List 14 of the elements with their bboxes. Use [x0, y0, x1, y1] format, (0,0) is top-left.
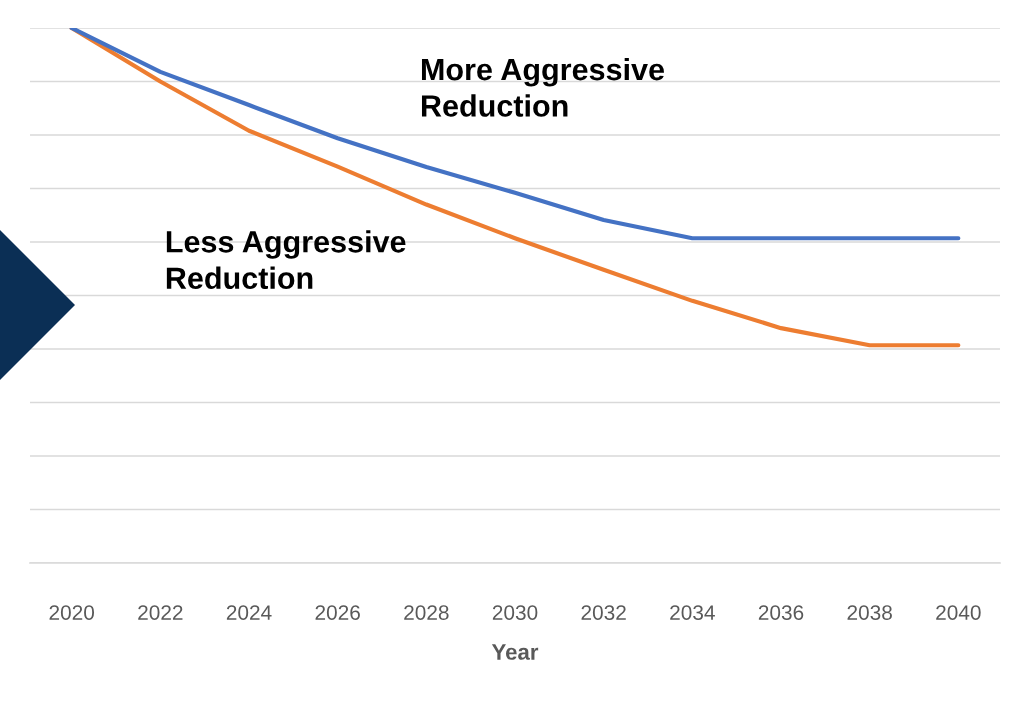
series-label: Less Aggressive Reduction [166, 230, 406, 290]
x-tick-label: 2030 [492, 605, 538, 620]
x-tick-label: 2040 [936, 605, 981, 620]
x-tick-label: 2024 [226, 605, 272, 620]
x-tick-label: 2036 [758, 605, 804, 620]
x-tick-label: 2038 [847, 605, 892, 620]
x-tick-label: 2028 [404, 605, 449, 620]
x-axis-title: Year [491, 644, 539, 660]
series-label: More Aggressive Reduction [421, 57, 664, 117]
x-tick-label: 2026 [315, 605, 360, 620]
x-tick-label: 2022 [138, 605, 183, 620]
x-tick-label: 2034 [670, 605, 715, 620]
x-tick-label: 2020 [49, 605, 95, 620]
x-tick-label: 2032 [581, 605, 626, 620]
